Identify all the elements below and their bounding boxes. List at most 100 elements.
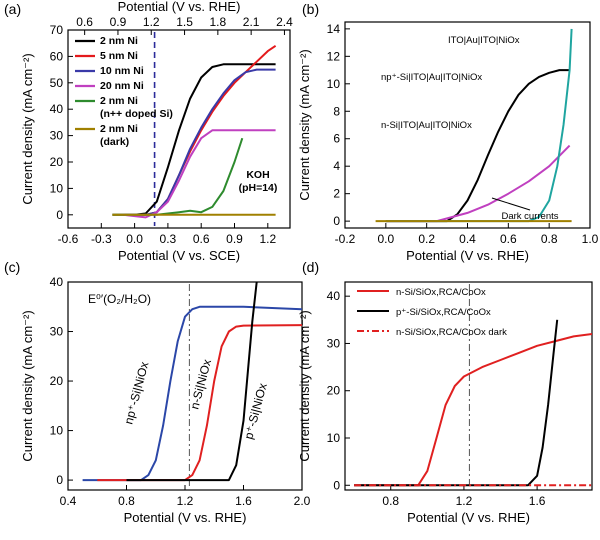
annotation-np-si-nio: np⁺-Si|NiOx bbox=[121, 360, 151, 426]
y-tick-label: 70 bbox=[50, 23, 64, 37]
x-axis-title: Potential (V vs. RHE) bbox=[124, 510, 247, 525]
x-tick-label: 1.2 bbox=[259, 232, 276, 246]
annotation-redox: E⁰′(O₂/H₂O) bbox=[88, 292, 151, 306]
y-tick-label: 40 bbox=[50, 102, 64, 116]
x-tick-label: 0.9 bbox=[226, 232, 243, 246]
series-line-0 bbox=[82, 305, 302, 482]
x-tick-label: 0.4 bbox=[60, 494, 77, 508]
legend-label: (n++ doped Si) bbox=[100, 108, 173, 120]
y-tick-label: 40 bbox=[327, 289, 341, 303]
y-tick-label: 0 bbox=[56, 208, 63, 222]
y-tick-label: 10 bbox=[50, 181, 64, 195]
y-tick-label: 60 bbox=[50, 49, 64, 63]
annotation-electrolyte: KOH bbox=[246, 169, 269, 181]
x-tick-label: 2.0 bbox=[294, 494, 311, 508]
annotation-dark: Dark currents bbox=[501, 211, 558, 222]
x-tick-label: 0.0 bbox=[126, 232, 143, 246]
legend-label: p⁺-Si/SiOx,RCA/CoOx bbox=[396, 307, 491, 318]
x-tick-label: -0.3 bbox=[91, 232, 112, 246]
x-tick-label: 1.6 bbox=[235, 494, 252, 508]
y-axis-title: Current density (mA cm⁻²) bbox=[297, 310, 312, 461]
y-tick-label: 30 bbox=[50, 325, 64, 339]
x2-tick-label: 1.2 bbox=[143, 15, 160, 29]
x-tick-label: 1.2 bbox=[456, 494, 473, 508]
y-tick-label: 30 bbox=[327, 336, 341, 350]
legend-label: n-Si/SiOx,RCA/CoOx dark bbox=[396, 327, 507, 338]
series-line-2 bbox=[126, 282, 258, 482]
x2-tick-label: 1.5 bbox=[176, 15, 193, 29]
x-tick-label: 0.8 bbox=[118, 494, 135, 508]
annotation-arrow bbox=[491, 197, 531, 211]
x-tick-label: 0.0 bbox=[377, 232, 394, 246]
x2-tick-label: 1.8 bbox=[210, 15, 227, 29]
legend-label: 20 nm Ni bbox=[100, 80, 144, 92]
x-tick-label: 1.0 bbox=[582, 232, 599, 246]
x-tick-label: 1.6 bbox=[529, 494, 546, 508]
x2-tick-label: 0.6 bbox=[76, 15, 93, 29]
x-tick-label: -0.6 bbox=[58, 232, 79, 246]
x-tick-label: -0.2 bbox=[335, 232, 356, 246]
series-line-0 bbox=[354, 333, 592, 487]
legend-label: 2 nm Ni bbox=[100, 95, 138, 107]
plot-frame bbox=[344, 281, 593, 491]
legend-label: 2 nm Ni bbox=[100, 123, 138, 135]
x2-tick-label: 2.4 bbox=[276, 15, 293, 29]
y-tick-label: 8 bbox=[333, 104, 340, 118]
x2-axis-title: Potential (V vs. RHE) bbox=[118, 0, 241, 14]
y-tick-label: 2 bbox=[333, 187, 340, 201]
series-line-1 bbox=[97, 324, 302, 482]
y-tick-label: 20 bbox=[50, 155, 64, 169]
x-axis-title: Potential (V vs. RHE) bbox=[406, 248, 529, 263]
x-tick-label: 0.3 bbox=[160, 232, 177, 246]
series-line-1 bbox=[354, 319, 559, 487]
y-tick-label: 20 bbox=[50, 374, 64, 388]
x-tick-label: 0.2 bbox=[418, 232, 435, 246]
y-tick-label: 20 bbox=[327, 384, 341, 398]
x-tick-label: 0.6 bbox=[500, 232, 517, 246]
y-tick-label: 0 bbox=[56, 473, 63, 487]
panel-label: (b) bbox=[302, 1, 319, 17]
y-tick-label: 50 bbox=[50, 76, 64, 90]
annotation-np-si: np⁺-Si|ITO|Au|ITO|NiOx bbox=[381, 72, 482, 83]
panel-b: (b) -0.2 0.0 0.2 0.4 0.6 0.8 1.0 0 2 4 6 8 10 12 14 Pote… bbox=[297, 1, 599, 263]
annotations-c: E⁰′(O₂/H₂O)np⁺-Si|NiOx n-Si|NiOx p⁺-Si|NiO… bbox=[88, 292, 270, 441]
annotation-ito: ITO|Au|ITO|NiOx bbox=[448, 35, 520, 46]
annotation-electrolyte: (pH=14) bbox=[239, 182, 278, 194]
x-tick-label: 1.2 bbox=[177, 494, 194, 508]
annotations-b: ITO|Au|ITO|NiOx np⁺-Si|ITO|Au|ITO|NiOx n-S… bbox=[381, 35, 559, 222]
panel-label: (d) bbox=[302, 259, 319, 275]
x-tick-label: 0.6 bbox=[193, 232, 210, 246]
annotation-n-si: n-Si|ITO|Au|ITO|NiOx bbox=[381, 120, 472, 131]
y-axis-title: Current density (mA cm⁻²) bbox=[297, 49, 312, 200]
panel-c: (c) 0.4 0.8 1.2 1.6 2.0 0 10 20 30 40 Potential (V … bbox=[4, 259, 311, 525]
x-tick-label: 0.8 bbox=[541, 232, 558, 246]
y-tick-label: 40 bbox=[50, 275, 64, 289]
series-line-0 bbox=[385, 69, 570, 223]
legend-label: (dark) bbox=[100, 136, 129, 148]
y-tick-label: 4 bbox=[333, 159, 340, 173]
x-axis-title: Potential (V vs. SCE) bbox=[118, 248, 240, 263]
series-line-0 bbox=[112, 63, 276, 216]
x-tick-label: 0.8 bbox=[382, 494, 399, 508]
x-tick-label: 0.4 bbox=[459, 232, 476, 246]
legend-d: n-Si/SiOx,RCA/CoOx p⁺-Si/SiOx,RCA/CoOx n-S… bbox=[357, 287, 507, 338]
y-tick-label: 30 bbox=[50, 129, 64, 143]
series-line-1 bbox=[385, 144, 571, 223]
y-tick-label: 0 bbox=[333, 478, 340, 492]
y-axis-title: Current density (mA cm⁻²) bbox=[20, 53, 35, 204]
panel-label: (a) bbox=[4, 1, 21, 17]
y-tick-label: 10 bbox=[327, 77, 341, 91]
panel-d: (d) 0.8 1.2 1.6 0 10 20 30 40 Potential (V vs. RH… bbox=[297, 259, 593, 525]
legend-label: 5 nm Ni bbox=[100, 50, 138, 62]
y-tick-label: 6 bbox=[333, 132, 340, 146]
legend-label: 2 nm Ni bbox=[100, 35, 138, 47]
panel-a: (a) -0.6 -0.3 0.0 0.3 0.6 0.9 1.2 0 10 20 30 40 50 60 7… bbox=[4, 0, 293, 263]
legend-label: n-Si/SiOx,RCA/CoOx bbox=[396, 287, 486, 298]
y-tick-label: 0 bbox=[333, 214, 340, 228]
legend-label: 10 nm Ni bbox=[100, 65, 144, 77]
y-tick-label: 10 bbox=[327, 431, 341, 445]
y-tick-label: 14 bbox=[327, 22, 341, 36]
panel-label: (c) bbox=[4, 259, 20, 275]
